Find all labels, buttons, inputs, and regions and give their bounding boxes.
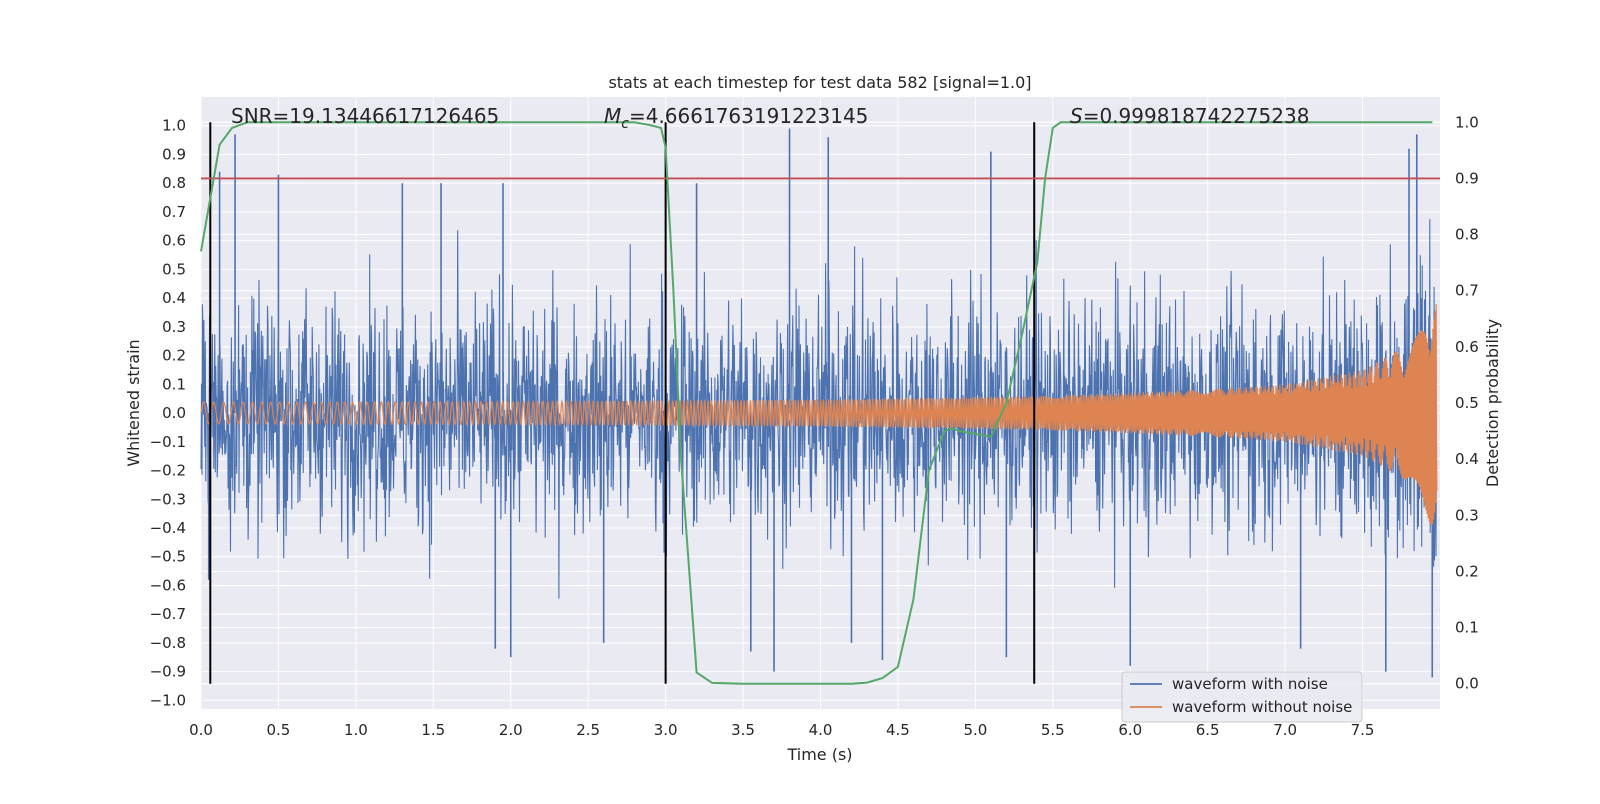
y-tick-label: 0.4 — [162, 289, 186, 307]
mc-subscript: c — [621, 116, 629, 132]
legend-label-noise: waveform with noise — [1172, 675, 1328, 693]
y2-tick-label: 1.0 — [1455, 113, 1479, 131]
y-tick-label: 0.6 — [162, 232, 186, 250]
y2-tick-label: 0.8 — [1455, 226, 1479, 244]
y-tick-label: 0.7 — [162, 203, 186, 221]
vertical-markers — [209, 122, 1036, 684]
y2-tick-label: 0.7 — [1455, 282, 1479, 300]
y-tick-label: −0.9 — [150, 663, 186, 681]
y-axis-label: Whitened strain — [124, 339, 143, 466]
x-tick-label: 5.0 — [963, 721, 987, 739]
x-tick-label: 6.0 — [1118, 721, 1142, 739]
x-tick-label: 6.5 — [1196, 721, 1220, 739]
x-tick-label: 5.5 — [1041, 721, 1065, 739]
y-tick-label: −0.4 — [150, 519, 186, 537]
y-tick-label: −1.0 — [150, 691, 186, 709]
y2-tick-label: 0.5 — [1455, 394, 1479, 412]
x-tick-label: 1.5 — [421, 721, 445, 739]
legend: waveform with noise waveform without noi… — [1121, 671, 1363, 723]
x-axis-label: Time (s) — [786, 745, 852, 764]
y2-tick-label: 0.1 — [1455, 619, 1479, 637]
y-tick-label: −0.1 — [150, 433, 186, 451]
y-tick-label: −0.5 — [150, 548, 186, 566]
y-tick-label: −0.8 — [150, 634, 186, 652]
snr-annotation: SNR=19.13446617126465 — [231, 104, 499, 128]
y-tick-label: 0.8 — [162, 174, 186, 192]
x-tick-label: 7.0 — [1273, 721, 1297, 739]
y-tick-label: −0.7 — [150, 605, 186, 623]
waveform-with-noise-series — [200, 128, 1438, 678]
tick-layer: 0.0 0.5 1.0 1.5 2.0 2.5 3.0 3.5 4.0 4.5 5.0 5.5 6.0 6… — [150, 113, 1479, 739]
y2-tick-label: 0.4 — [1455, 450, 1479, 468]
y-tick-label: 0.2 — [162, 347, 186, 365]
overlay-layer — [200, 121, 1440, 685]
waveform-without-noise-series — [200, 304, 1438, 526]
x-tick-label: 7.5 — [1351, 721, 1375, 739]
y2-tick-label: 0.2 — [1455, 562, 1479, 580]
y-tick-label: 0.1 — [162, 375, 186, 393]
y-tick-label: −0.2 — [150, 462, 186, 480]
s-value: =0.999818742275238 — [1083, 104, 1310, 128]
y-tick-label: 0.9 — [162, 145, 186, 163]
y2-axis-label: Detection probability — [1483, 319, 1502, 487]
y-tick-label: −0.3 — [150, 490, 186, 508]
x-tick-label: 1.0 — [344, 721, 368, 739]
y-tick-label: 0.0 — [162, 404, 186, 422]
x-tick-label: 0.0 — [189, 721, 213, 739]
x-tick-label: 3.5 — [731, 721, 755, 739]
x-tick-label: 4.5 — [886, 721, 910, 739]
x-tick-label: 0.5 — [267, 721, 291, 739]
y-tick-label: 0.5 — [162, 260, 186, 278]
waveform-without-noise-line — [200, 304, 1438, 526]
waveform-with-noise-line — [200, 218, 1438, 599]
y-tick-label: 1.0 — [162, 117, 186, 135]
y2-tick-label: 0.9 — [1455, 169, 1479, 187]
y2-tick-label: 0.3 — [1455, 506, 1479, 524]
legend-label-clean: waveform without noise — [1172, 698, 1352, 716]
s-annotation: S=0.999818742275238 — [1070, 104, 1309, 128]
x-tick-label: 4.0 — [809, 721, 833, 739]
y2-tick-label: 0.6 — [1455, 338, 1479, 356]
chirp-mass-annotation: Mc=4.6661763191223145 — [604, 104, 868, 132]
x-tick-label: 2.5 — [576, 721, 600, 739]
x-tick-label: 3.0 — [654, 721, 678, 739]
x-tick-label: 2.0 — [499, 721, 523, 739]
mc-value: =4.6661763191223145 — [629, 104, 868, 128]
y-tick-label: 0.3 — [162, 318, 186, 336]
legend-box — [1121, 671, 1363, 723]
detection-probability-line — [200, 121, 1433, 685]
y-tick-label: −0.6 — [150, 576, 186, 594]
mc-symbol: M — [604, 104, 621, 128]
chart-title: stats at each timestep for test data 582… — [608, 73, 1031, 92]
y2-tick-label: 0.0 — [1455, 675, 1479, 693]
s-symbol: S — [1070, 104, 1083, 128]
